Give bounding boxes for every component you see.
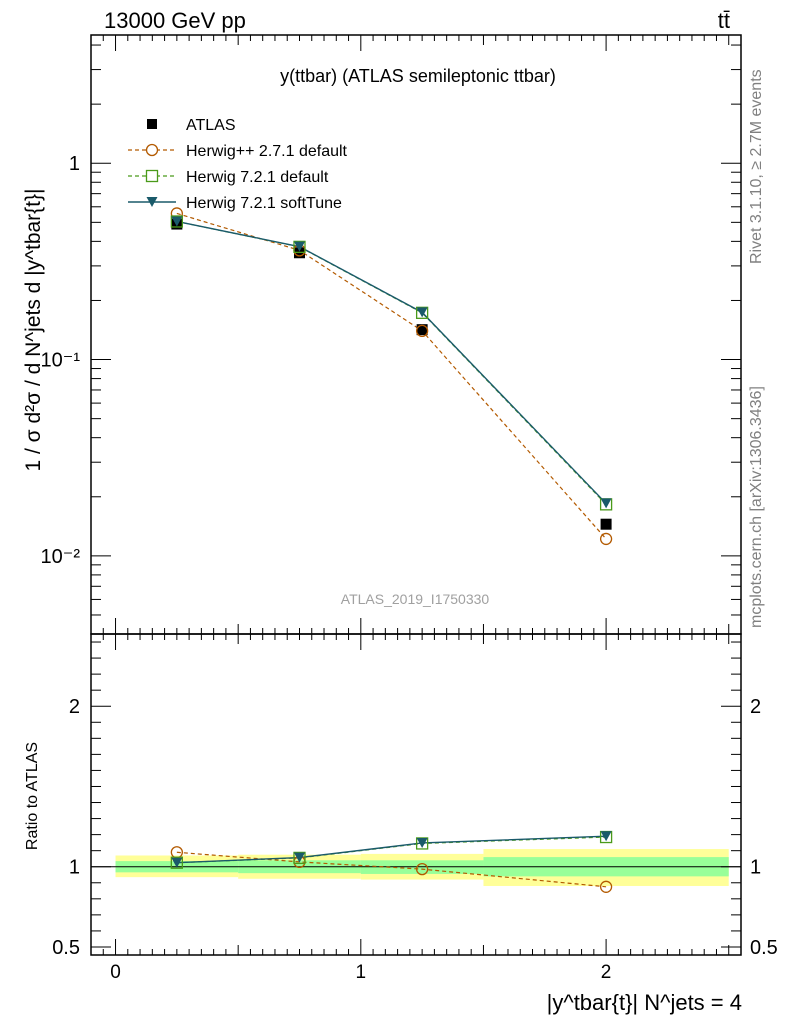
- series-line: [176, 220, 607, 505]
- data-point: [599, 880, 613, 893]
- triangle-marker-icon: [146, 197, 158, 207]
- data-point: [599, 532, 613, 546]
- x-tick-label: 1: [356, 962, 367, 983]
- legend-label: Herwig 7.2.1 softTune: [186, 195, 342, 212]
- mcplots-label: mcplots.cern.ch [arXiv:1306.3436]: [748, 386, 765, 628]
- circle-marker-icon: [145, 143, 159, 157]
- legend: ATLAS Herwig++ 2.7.1 default Herwig 7.2.…: [128, 117, 348, 212]
- x-tick-label: 0: [110, 962, 121, 983]
- data-point: [415, 837, 429, 850]
- data-point: [293, 852, 305, 863]
- y-tick-label: 2: [69, 696, 80, 718]
- y-tick-label-right: 2: [750, 696, 761, 718]
- data-point: [415, 306, 429, 319]
- data-point: [600, 518, 612, 530]
- series-line: [176, 851, 607, 888]
- y-tick-label: 10⁻¹: [41, 350, 81, 372]
- main-title: y(ttbar) (ATLAS semileptonic ttbar): [280, 66, 556, 86]
- data-point: [171, 857, 183, 868]
- legend-entry-herwig7-softtune: Herwig 7.2.1 softTune: [128, 195, 342, 212]
- y-tick-label: 1: [69, 153, 80, 175]
- data-point: [170, 215, 183, 228]
- legend-entry-herwigpp: Herwig++ 2.7.1 default: [128, 143, 348, 160]
- header-right: tt̄: [718, 8, 730, 33]
- atlas-marker-icon: [147, 119, 157, 129]
- data-point: [600, 498, 612, 509]
- series-line: [176, 835, 607, 864]
- header-left: 13000 GeV pp: [104, 8, 246, 33]
- data-point: [416, 324, 428, 336]
- series-line: [176, 212, 607, 540]
- y-tick-label-right: 0.5: [750, 937, 778, 959]
- data-point: [415, 862, 429, 876]
- ratio-y-axis-label: Ratio to ATLAS: [24, 742, 41, 850]
- legend-label: Herwig++ 2.7.1 default: [186, 143, 348, 160]
- y-tick-label: 10⁻²: [41, 546, 81, 568]
- data-point: [171, 216, 183, 227]
- main-y-axis-label: 1 / σ d²σ / d N^jets d |y^tbar{t}|: [22, 189, 45, 472]
- data-point: [600, 831, 612, 842]
- data-point: [416, 307, 428, 318]
- data-point: [170, 856, 183, 869]
- y-tick-label-right: 1: [750, 857, 761, 879]
- y-tick-label: 1: [69, 857, 80, 879]
- square-marker-icon: [145, 169, 159, 183]
- rivet-label: Rivet 3.1.10, ≥ 2.7M events: [748, 69, 765, 264]
- series-line: [176, 220, 607, 504]
- data-point: [293, 241, 305, 252]
- data-point: [415, 324, 429, 338]
- analysis-id: ATLAS_2019_I1750330: [341, 591, 490, 607]
- legend-label: ATLAS: [186, 117, 236, 134]
- data-point: [293, 851, 306, 865]
- x-tick-label: 2: [601, 962, 612, 983]
- y-tick-label: 0.5: [52, 937, 80, 959]
- ratio-frame: [90, 633, 742, 956]
- legend-label: Herwig 7.2.1 default: [186, 169, 329, 186]
- x-axis-label: |y^tbar{t}| N^jets = 4: [547, 990, 742, 1015]
- data-point: [416, 837, 428, 848]
- legend-entry-herwig7-default: Herwig 7.2.1 default: [128, 169, 329, 186]
- data-point: [293, 240, 306, 254]
- legend-entry-atlas: ATLAS: [147, 117, 236, 134]
